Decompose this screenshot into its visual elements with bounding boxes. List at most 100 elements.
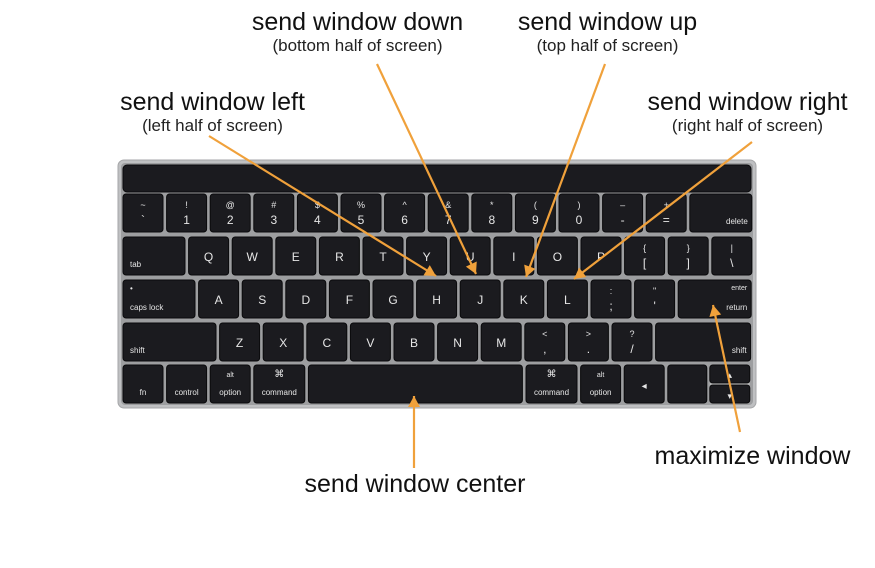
key-shape (122, 193, 164, 233)
orange-arrow-head (574, 267, 587, 279)
key-shape (471, 193, 513, 233)
key-symbol: 0 (576, 213, 583, 227)
key-shift-symbol: | (731, 243, 733, 253)
key-shape (524, 322, 566, 362)
orange-arrow-head (408, 396, 420, 407)
key-letter: Y (423, 250, 431, 264)
key-shape (667, 364, 708, 404)
key-shape (349, 322, 391, 362)
key-shape (122, 279, 196, 319)
key-shape (580, 364, 622, 404)
key-letter: N (453, 336, 462, 350)
arrow-left-icon: ◂ (642, 381, 647, 392)
key-symbol: , (543, 342, 546, 356)
key--: :; (590, 279, 632, 319)
key-shape (372, 279, 414, 319)
key-modifier-label: return (726, 303, 747, 312)
key-s: S (241, 279, 283, 319)
key-shape (503, 279, 545, 319)
key-shape (437, 322, 479, 362)
key-j: J (459, 279, 501, 319)
key-option: option alt (209, 364, 251, 404)
arrow-down-icon: ▾ (728, 391, 733, 401)
key-letter: Z (236, 336, 243, 350)
key-shape (689, 193, 753, 233)
label-sub: (bottom half of screen) (272, 36, 443, 55)
key-command: command ⌘ (253, 364, 306, 404)
key-letter: O (553, 250, 562, 264)
key-x: X (262, 322, 304, 362)
key-shape (209, 364, 251, 404)
key-modifier-label: tab (130, 260, 142, 269)
label-main: send window center (304, 470, 526, 498)
key-shape (449, 236, 491, 276)
label-send-window-up: send window up (top half of screen) (495, 8, 720, 56)
key-fn: fn (122, 364, 164, 404)
key-modifier-label: fn (140, 388, 147, 397)
key-symbol: . (587, 342, 590, 356)
arrow-center-to-space (408, 396, 420, 468)
key-top-label: alt (597, 372, 604, 379)
key-symbol: ; (609, 299, 612, 313)
key-e: E (275, 236, 317, 276)
key-shift-symbol: : (610, 286, 613, 296)
key-v: V (349, 322, 391, 362)
key-a: A (198, 279, 240, 319)
key-shift-symbol: < (542, 329, 547, 339)
key-shape (459, 279, 501, 319)
key--: <, (524, 322, 566, 362)
key-letter: H (432, 293, 441, 307)
key-shift: shift (122, 322, 217, 362)
arrows-layer (208, 63, 753, 468)
key-symbol: ] (687, 256, 690, 270)
key-modifier-label: delete (726, 217, 748, 226)
label-main: send window up (517, 8, 698, 36)
key-symbol: - (621, 213, 625, 227)
key-letter: E (292, 250, 300, 264)
label-send-window-down: send window down (bottom half of screen) (225, 8, 490, 56)
key-symbol: 1 (183, 213, 190, 227)
key-f: F (328, 279, 370, 319)
key-shift-symbol: " (653, 286, 656, 296)
key-top-label: enter (731, 285, 748, 292)
key--: {[ (624, 236, 666, 276)
key-shape (166, 364, 208, 404)
key-shape (611, 322, 653, 362)
key-shape (623, 364, 665, 404)
orange-arrow-head (423, 265, 436, 276)
orange-arrow-head (524, 264, 536, 277)
orange-arrow-line (711, 304, 742, 433)
key-arrows (307, 364, 523, 404)
key--: "' (634, 279, 676, 319)
key-symbol: [ (643, 256, 647, 270)
key-shape (306, 322, 348, 362)
key-modifier-label: option (590, 388, 612, 397)
key-top-label: ⌘ (274, 369, 284, 380)
key-8: *8 (471, 193, 513, 233)
key-r: R (318, 236, 360, 276)
key-shift-symbol: # (271, 200, 276, 210)
key-shift-symbol: } (687, 243, 690, 253)
key-h: H (416, 279, 458, 319)
key-shape (198, 279, 240, 319)
key-o: O (536, 236, 578, 276)
key-symbol: \ (730, 256, 734, 270)
key-shift-symbol: { (643, 243, 646, 253)
key-symbol: 6 (401, 213, 408, 227)
key-shape (480, 322, 522, 362)
key-g: G (372, 279, 414, 319)
key-letter: A (215, 293, 223, 307)
key-caps-lock: caps lock • (122, 279, 196, 319)
key-letter: C (322, 336, 331, 350)
key--: >. (567, 322, 609, 362)
key-shape (328, 279, 370, 319)
key-letter: M (496, 336, 506, 350)
orange-arrow-line (208, 135, 437, 277)
key-shape (122, 236, 186, 276)
key-1: !1 (166, 193, 208, 233)
key-shape (262, 322, 304, 362)
key-w: W (231, 236, 273, 276)
key-l: L (546, 279, 588, 319)
